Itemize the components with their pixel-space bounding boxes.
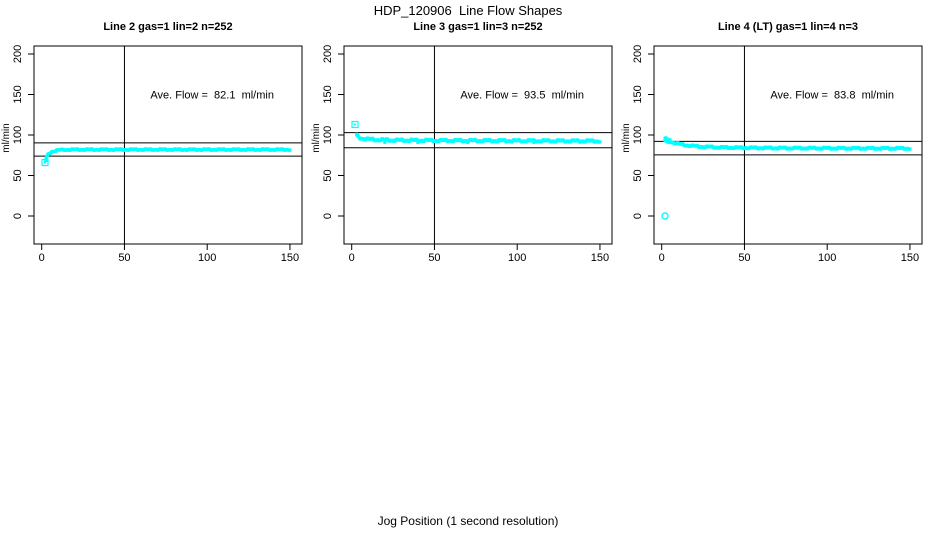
x-tick-label: 100 [198,252,216,264]
figure-title: HDP_120906 Line Flow Shapes [373,3,563,18]
data-point [665,139,669,144]
outlier-marker [41,158,49,167]
plot-box [653,45,923,245]
outlier-marker-dot [354,123,357,126]
data-point [44,158,48,163]
y-tick-label: 100 [632,126,644,144]
plot-box [343,45,613,245]
y-tick-label: 100 [322,126,334,144]
x-tick-label: 150 [281,252,299,264]
plot-box [33,45,303,245]
data-point [664,136,668,140]
y-tick-label: 150 [632,85,644,103]
panel-line-3: Line 3 gas=1 lin=3 n=252 0 50 100 150 0 50 100… [310,0,622,280]
panel-line-2: Line 2 gas=1 lin=2 n=252 0 50 100 150 0 50 100… [0,0,312,280]
data-point [416,140,420,145]
y-tick-label: 100 [12,126,24,144]
outlier-points [41,158,49,167]
data-point [908,147,912,151]
panel-title-line-4: Line 4 (LT) gas=1 lin=4 n=3 [717,21,859,33]
data-point [663,139,667,143]
x-tick-label: 0 [349,252,355,264]
data-point [532,140,536,144]
ave-flow-annotation: Ave. Flow = 83.8 ml/min [770,90,894,102]
ave-flow-annotation: Ave. Flow = 93.5 ml/min [460,90,584,102]
y-tick-label: 200 [632,45,644,63]
outlier-points [351,120,359,129]
outlier-marker-dot [44,161,47,164]
outlier-marker [351,120,359,129]
data-point [465,140,470,144]
x-tick-label: 150 [591,252,609,264]
y-tick-label: 50 [632,169,644,181]
data-point [45,156,49,161]
data-point [355,134,360,138]
y-tick-label: 200 [12,45,24,63]
x-tick-label: 0 [39,252,45,264]
axes: 0 50 100 150 0 50 100 150 200 ml/min [621,45,923,264]
x-axis-title: Jog Position (1 second resolution) [377,514,559,528]
x-tick-label: 0 [659,252,665,264]
data-band [44,147,292,163]
data-band [663,136,912,151]
x-tick-label: 150 [901,252,919,264]
y-tick-label: 150 [322,85,334,103]
x-tick-label: 50 [428,252,440,264]
data-point [668,138,672,142]
outlier-marker [661,212,669,220]
plot-line-3: 0 50 100 150 0 50 100 150 200 ml/min Ave. Flow = 9… [311,45,613,264]
y-tick-label: 0 [322,213,334,219]
x-tick-label: 50 [738,252,750,264]
y-axis-title: ml/min [1,123,12,152]
x-tick-label: 50 [118,252,130,264]
axes: 0 50 100 150 0 50 100 150 200 ml/min [1,45,303,264]
y-axis-title: ml/min [311,123,322,152]
x-tick-label: 100 [818,252,836,264]
axes: 0 50 100 150 0 50 100 150 200 ml/min [311,45,613,264]
ave-flow-annotation: Ave. Flow = 82.1 ml/min [150,90,274,102]
data-point [598,140,602,144]
data-point [288,148,292,152]
data-point [670,141,674,145]
y-axis-title: ml/min [621,123,632,152]
panel-line-4: Line 4 (LT) gas=1 lin=4 n=3 0 50 100 150 0 50… [620,0,932,280]
plot-line-2: 0 50 100 150 0 50 100 150 200 ml/min Ave. Flow = 8… [1,45,303,264]
panel-title-line-3: Line 3 gas=1 lin=3 n=252 [413,21,543,33]
outlier-points [661,212,669,220]
data-point [666,140,670,144]
panel-title-line-2: Line 2 gas=1 lin=2 n=252 [103,21,233,33]
y-tick-label: 150 [12,85,24,103]
data-point [383,140,387,144]
x-tick-label: 100 [508,252,526,264]
data-band [355,132,602,145]
y-tick-label: 50 [12,169,24,181]
plot-line-4: 0 50 100 150 0 50 100 150 200 ml/min Ave. Flow = 8… [621,45,923,264]
y-tick-label: 0 [632,213,644,219]
y-tick-label: 200 [322,45,334,63]
y-tick-label: 50 [322,169,334,181]
y-tick-label: 0 [12,213,24,219]
